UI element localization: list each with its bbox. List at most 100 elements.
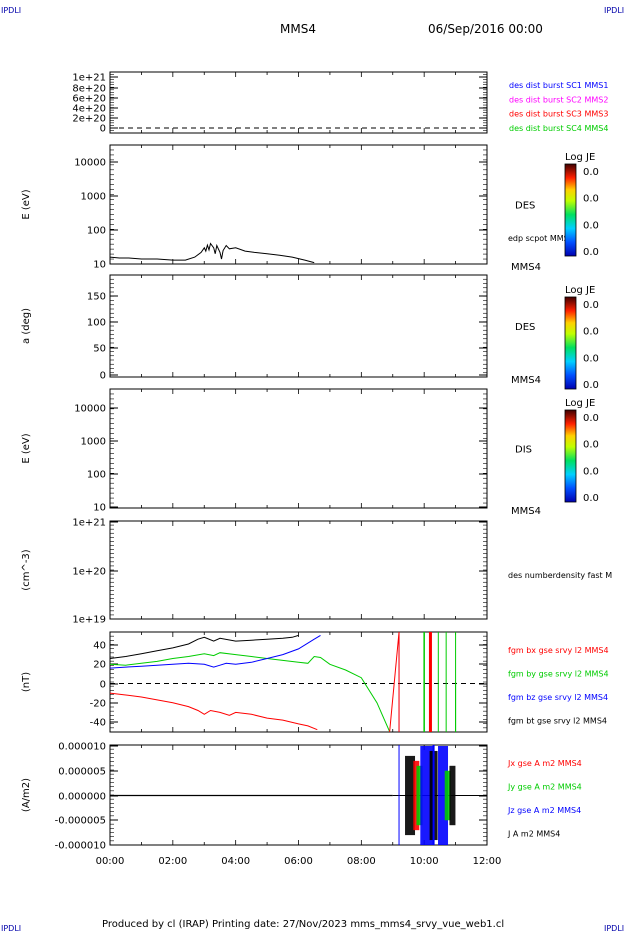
current-burst (449, 765, 456, 826)
legend-entry: Jy gse A m2 MMS4 (507, 783, 582, 792)
x-tick-label: 04:00 (221, 856, 250, 867)
current-burst (413, 760, 420, 831)
y-tick-label: 40 (93, 641, 106, 652)
y-tick-label: 0 (100, 124, 106, 135)
colorbar-tick-label: 0.0 (583, 327, 599, 338)
colorbar-tick-label: 0.0 (583, 440, 599, 451)
bottom-label: MMS4 (511, 262, 541, 273)
colorbar-tick-label: 0.0 (583, 220, 599, 231)
y-tick-label: -40 (90, 718, 106, 729)
legend-entry: des dist burst SC4 MMS4 (509, 124, 608, 133)
y-axis-label: (A/m2) (21, 778, 32, 812)
y-tick-label: 1e+21 (72, 518, 106, 529)
corner-label-bottom-left: IPDLI (1, 924, 22, 933)
x-tick-label: 00:00 (96, 856, 125, 867)
current-burst (405, 755, 416, 836)
y-tick-label: -0.000005 (55, 816, 106, 827)
colorbar-p4 (564, 409, 577, 503)
y-tick-label: 100 (87, 226, 106, 237)
datetime-title: 06/Sep/2016 00:00 (428, 22, 543, 36)
y-axis-label: (nT) (21, 672, 32, 692)
side-label: DES (515, 322, 535, 333)
y-tick-label: 0.000005 (58, 767, 106, 778)
bx-steep-rise (389, 631, 400, 733)
bottom-label: MMS4 (511, 506, 541, 517)
y-axis-label: E (eV) (21, 433, 32, 463)
x-tick-label: 10:00 (410, 856, 439, 867)
y-tick-label: 10000 (74, 404, 106, 415)
colorbar-p3 (564, 296, 577, 390)
legend-entry: des dist burst SC1 MMS1 (509, 81, 608, 90)
colorbar-tick-label: 0.0 (583, 466, 599, 477)
y-tick-label: -0.000010 (55, 841, 106, 852)
current-burst (438, 746, 449, 845)
y-tick-label: 10 (93, 260, 106, 271)
colorbar-title: Log JE (565, 285, 595, 296)
corner-label-bottom-right: IPDLI (604, 924, 625, 933)
series-line-p6-0 (109, 692, 318, 731)
current-burst (444, 770, 451, 821)
bottom-label: MMS4 (511, 375, 541, 386)
x-tick-label: 02:00 (158, 856, 187, 867)
y-tick-label: 0.000000 (58, 792, 106, 803)
panel-frame-p2 (109, 144, 488, 265)
y-tick-label: 1000 (81, 437, 106, 448)
colorbar-tick-label: 0.0 (583, 413, 599, 424)
y-axis-label: E (eV) (21, 189, 32, 219)
y-tick-label: 1000 (81, 192, 106, 203)
y-tick-label: 0 (100, 680, 106, 691)
corner-label-top-right: IPDLI (604, 6, 625, 15)
y-tick-label: 100 (87, 318, 106, 329)
x-tick-label: 12:00 (473, 856, 502, 867)
series-line-p6-2 (109, 634, 321, 669)
y-axis-label: a (deg) (21, 308, 32, 344)
colorbar-tick-label: 0.0 (583, 247, 599, 258)
colorbar-tick-label: 0.0 (583, 380, 599, 391)
y-tick-label: 2e+20 (72, 114, 106, 125)
y-tick-label: 6e+20 (72, 94, 106, 105)
y-tick-label: 8e+20 (72, 84, 106, 95)
spacecraft-title: MMS4 (280, 22, 316, 36)
colorbar-title: Log JE (565, 398, 595, 409)
y-tick-label: 150 (87, 292, 106, 303)
y-tick-label: 1e+21 (72, 73, 106, 84)
colorbar-tick-label: 0.0 (583, 194, 599, 205)
legend-entry: fgm bz gse srvy l2 MMS4 (508, 693, 608, 702)
y-tick-label: 10000 (74, 158, 106, 169)
legend-entry: Jz gse A m2 MMS4 (507, 806, 581, 815)
panel-frame-p4 (109, 388, 488, 509)
series-line-p2-0 (109, 242, 315, 264)
panel-frame-p3 (109, 274, 488, 378)
side-label: DES (515, 201, 535, 212)
current-burst (416, 765, 423, 826)
legend-entry: des numberdensity fast M (508, 571, 612, 580)
side-label: DIS (515, 445, 532, 456)
colorbar-title: Log JE (565, 152, 595, 163)
y-tick-label: 50 (93, 344, 106, 355)
legend-entry: des dist burst SC3 MMS3 (509, 110, 608, 119)
x-tick-label: 08:00 (347, 856, 376, 867)
y-tick-label: 4e+20 (72, 104, 106, 115)
colorbar-tick-label: 0.0 (583, 353, 599, 364)
series-line-p6-1 (109, 652, 391, 732)
y-tick-label: 1e+19 (72, 615, 106, 626)
series-label: edp scpot MMS4 (508, 234, 574, 243)
legend-entry: J A m2 MMS4 (507, 830, 560, 839)
y-tick-label: 100 (87, 470, 106, 481)
corner-label-top-left: IPDLI (1, 6, 22, 15)
panel-frame-p5 (109, 520, 488, 620)
legend-entry: Jx gse A m2 MMS4 (507, 759, 582, 768)
colorbar-p2 (564, 163, 577, 257)
colorbar-tick-label: 0.0 (583, 300, 599, 311)
legend-entry: fgm bx gse srvy l2 MMS4 (508, 646, 609, 655)
panel-frame-p1 (109, 71, 488, 134)
legend-entry: des dist burst SC2 MMS2 (509, 95, 608, 104)
footer-credits: Produced by cl (IRAP) Printing date: 27/… (102, 919, 505, 930)
legend-entry: fgm by gse srvy l2 MMS4 (508, 670, 609, 679)
y-tick-label: 0.000010 (58, 742, 106, 753)
y-tick-label: -20 (90, 699, 106, 710)
y-tick-label: 0 (100, 371, 106, 382)
y-axis-label: (cm^-3) (21, 549, 32, 590)
y-tick-label: 20 (93, 660, 106, 671)
